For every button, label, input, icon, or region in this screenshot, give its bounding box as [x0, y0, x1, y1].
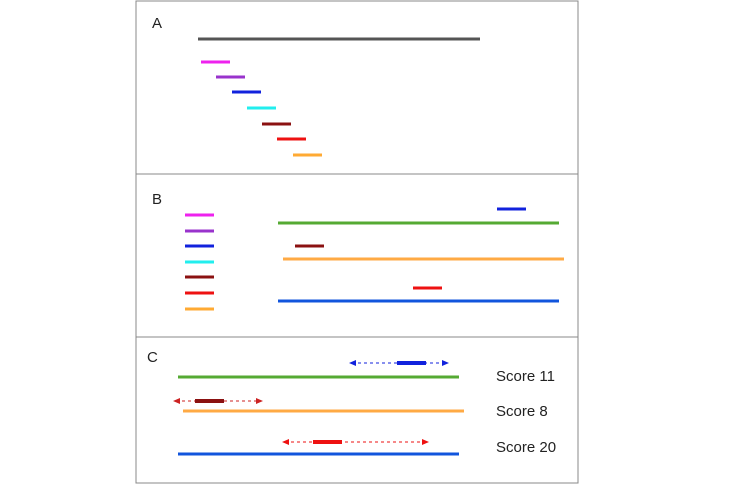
arrow-left [349, 360, 356, 366]
panel-a-label: A [152, 15, 162, 32]
arrow-right [442, 360, 449, 366]
arrow-left [282, 439, 289, 445]
score-label: Score 8 [496, 403, 548, 420]
score-label: Score 20 [496, 439, 556, 456]
arrow-right [256, 398, 263, 404]
panel-a-frame [135, 0, 579, 175]
panel-c-frame [135, 336, 579, 484]
panel-b-label: B [152, 191, 162, 208]
arrow-right [422, 439, 429, 445]
score-label: Score 11 [496, 368, 555, 385]
arrow-left [173, 398, 180, 404]
panel-b-frame [135, 173, 579, 338]
panel-c-label: C [147, 349, 158, 366]
